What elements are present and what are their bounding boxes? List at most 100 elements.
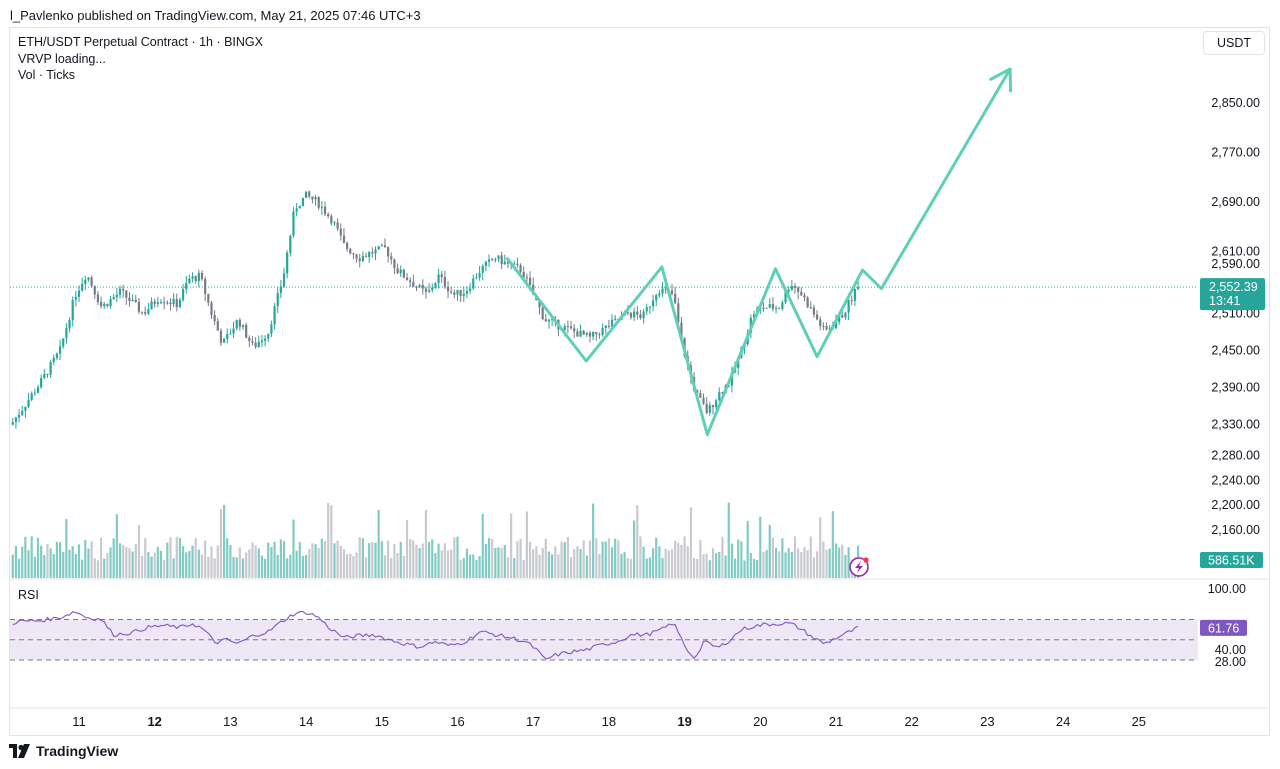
candle-body [330,216,333,224]
currency-button[interactable]: USDT [1203,31,1265,55]
volume-bar [683,536,686,578]
candle-body [500,255,503,265]
volume-bar [478,556,481,578]
candle-body [658,293,661,296]
volume-bar [52,554,55,578]
candle-body [797,287,800,292]
candle-body [137,301,141,312]
candle-body [383,245,387,248]
time-axis-label: 14 [299,714,313,729]
volume-bar [169,537,172,578]
candle-body [450,291,453,293]
candle-body [431,287,434,291]
volume-bar [58,542,62,578]
price-axis: 2,850.00 2,770.00 2,690.00 2,610.002,590.00… [1200,96,1265,669]
candle-body [368,252,371,258]
volume-bar [178,537,182,578]
volume-bar [137,524,141,578]
candle-body [380,245,383,247]
candle-body [822,326,825,328]
price-axis-label: 2,280.00 [1211,449,1260,463]
volume-bar [677,542,680,578]
volume-bar [36,537,40,578]
candle-body [566,326,569,328]
price-axis-label: 2,850.00 [1211,96,1260,110]
volume-bar [497,547,500,578]
volume-bar [257,548,260,578]
candle-body [99,302,103,307]
volume-bar [784,552,787,578]
candle-body [544,319,547,322]
volume-bar [21,546,24,578]
volume-bar [834,543,838,578]
volume-bar [737,539,740,578]
volume-bar [595,538,598,578]
volume-bar [847,547,850,578]
candle-body [730,372,734,386]
volume-bar [459,559,462,578]
candle-body [260,340,264,342]
volume-bar [610,547,614,578]
candle-body [563,326,566,330]
vrvp-indicator-label[interactable]: VRVP loading... [18,52,106,66]
candle-body [503,261,506,265]
volume-bar [651,548,655,578]
volume-bar [11,554,14,578]
candle-body [71,299,74,320]
volume-bar [434,553,437,578]
candle-body [320,206,323,208]
tradingview-logo[interactable]: TradingView [9,743,118,759]
candle-body [131,299,134,302]
volume-bar [633,520,636,578]
time-axis-label: 24 [1056,714,1070,729]
candle-body [651,300,655,307]
volume-bar [74,554,77,578]
candle-body [24,406,27,411]
candle-body [465,290,469,294]
volume-bar [440,550,443,578]
candle-body [633,311,636,318]
candle-body [494,258,497,261]
volume-bar [317,548,320,578]
volume-bar [308,548,311,578]
candle-body [484,261,487,267]
forecast-arrowhead[interactable] [989,67,1013,93]
volume-bar [65,518,68,578]
volume-bar [232,556,235,578]
candle-body [364,256,368,258]
candle-body [263,338,267,341]
volume-bar [743,560,746,578]
candle-body [648,306,652,308]
candle-body [128,297,131,302]
candle-body [396,268,399,274]
candle-body [806,297,809,308]
volume-bar [235,557,238,578]
candle-body [74,296,77,300]
candle-body [677,303,680,323]
candle-body [286,252,289,274]
candle-body [841,314,844,318]
volume-bar [541,548,544,578]
candle-body [197,272,200,282]
volume-bar [812,557,816,578]
rsi-axis-label: 40.00 [1215,643,1246,657]
volume-bar [636,505,639,578]
volume-bar [547,551,551,578]
volume-bar [163,559,166,578]
volume-indicator-label[interactable]: Vol · Ticks [18,68,75,82]
volume-bar [453,537,456,578]
volume-bar [412,540,415,578]
chart-title[interactable]: ETH/USDT Perpetual Contract · 1h · BINGX [18,35,263,49]
news-badge-icon[interactable] [849,557,869,577]
volume-bar [557,554,560,578]
candle-body [40,378,43,388]
candle-body [106,303,109,307]
candle-body [185,283,188,290]
volume-bar [352,556,355,578]
volume-bar [639,536,642,578]
volume-bar [655,537,658,578]
rsi-indicator-label[interactable]: RSI [18,588,39,602]
candle-body [43,374,46,379]
forecast-path[interactable] [505,68,1012,437]
